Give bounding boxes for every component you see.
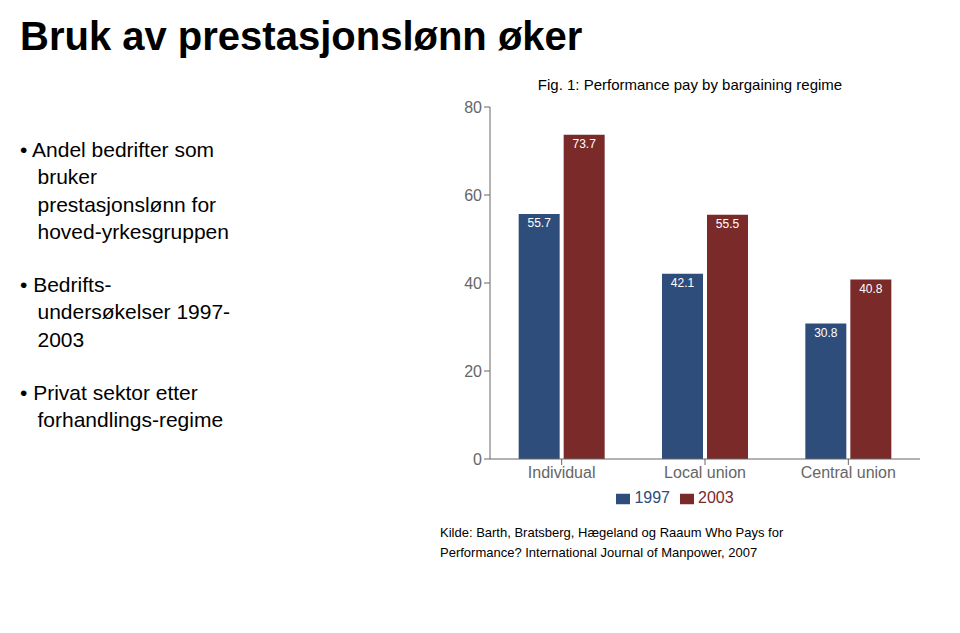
svg-text:30.8: 30.8 bbox=[814, 326, 838, 340]
svg-text:55.5: 55.5 bbox=[716, 217, 740, 231]
svg-text:20: 20 bbox=[464, 363, 482, 380]
svg-text:40.8: 40.8 bbox=[859, 282, 883, 296]
html-text:• Bedrifts- undersøkelser 1997: • Bedrifts- undersøkelser 1997- 2003 bbox=[20, 273, 231, 351]
svg-text:73.7: 73.7 bbox=[572, 137, 596, 151]
html-text:• Andel bedrifter som bruker p: • Andel bedrifter som bruker prestasjons… bbox=[20, 138, 229, 243]
svg-text:60: 60 bbox=[464, 187, 482, 204]
html-text:Bruk av prestasjonslønn øker: Bruk av prestasjonslønn øker bbox=[20, 14, 583, 58]
svg-text:Individual: Individual bbox=[528, 464, 596, 481]
html-text:Fig. 1: Performance pay by bar: Fig. 1: Performance pay by bargaining re… bbox=[537, 76, 843, 93]
svg-text:80: 80 bbox=[464, 99, 482, 116]
svg-text:40: 40 bbox=[464, 275, 482, 292]
svg-text:Central union: Central union bbox=[801, 464, 896, 481]
html-text:1997: 1997 bbox=[634, 489, 670, 506]
html-text:• Privat sektor etter forhandl: • Privat sektor etter forhandlings-regim… bbox=[20, 381, 224, 432]
html-text:Kilde: Barth, Bratsberg, Hægel: Kilde: Barth, Bratsberg, Hægeland og Raa… bbox=[440, 525, 784, 540]
html-text:Performance? International Jou: Performance? International Journal of Ma… bbox=[440, 545, 758, 560]
svg-text:Local union: Local union bbox=[664, 464, 746, 481]
svg-text:0: 0 bbox=[473, 451, 482, 468]
svg-text:55.7: 55.7 bbox=[527, 216, 551, 230]
html-text:2003: 2003 bbox=[698, 489, 734, 506]
svg-text:42.1: 42.1 bbox=[671, 276, 695, 290]
